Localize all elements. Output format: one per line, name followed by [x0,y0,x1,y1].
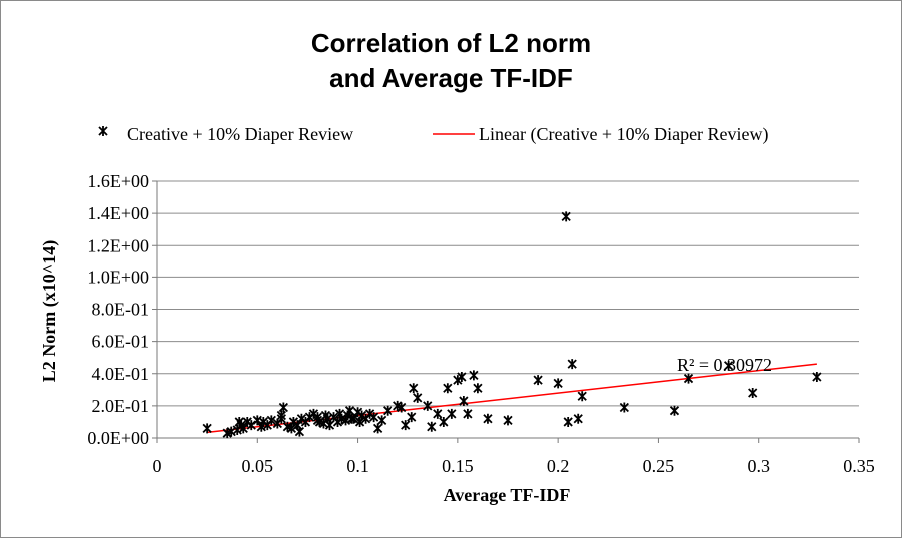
data-point [812,371,822,382]
data-point [344,405,355,416]
gridlines [157,180,859,407]
y-tick-label-1: 2.0E-01 [92,396,150,416]
data-point [473,383,483,394]
data-point [202,423,212,434]
data-point [553,378,563,389]
x-tick-label-1: 0.05 [242,456,274,476]
y-tick-label-3: 6.0E-01 [92,332,150,352]
data-point [573,413,583,424]
legend: Creative + 10% Diaper Review Linear (Cre… [98,124,769,145]
chart-title-line-1: Correlation of L2 norm [311,28,591,58]
data-point [372,423,383,434]
y-tick-label-6: 1.2E+00 [87,235,149,255]
y-tick-label-2: 4.0E-01 [92,364,150,384]
x-axis-label: Average TF-IDF [444,485,571,505]
data-point [401,420,411,431]
x-tick-label-7: 0.35 [843,456,875,476]
data-point [312,412,323,423]
data-point [439,416,449,427]
y-axis-label: L2 Norm (x10^14) [39,240,60,382]
data-point [246,420,256,431]
data-point [346,413,357,424]
data-point [561,211,571,222]
data-points [202,211,822,439]
data-point [563,416,573,427]
data-point [409,383,419,394]
data-point [469,370,479,381]
data-point [567,359,577,370]
y-tick-labels: 0.0E+00 2.0E-01 4.0E-01 6.0E-01 8.0E-01 1.0E+… [87,171,149,448]
data-point [459,396,469,407]
data-point [278,402,288,413]
y-tick-label-5: 1.0E+00 [87,267,149,287]
x-tick-label-5: 0.25 [643,456,675,476]
data-point [433,408,443,419]
r-squared-label: R² = 0.30972 [677,355,772,375]
x-tick-label-4: 0.2 [547,456,570,476]
data-point [533,375,543,386]
data-point [368,412,379,423]
legend-label-trendline: Linear (Creative + 10% Diaper Review) [479,124,769,145]
data-point [503,415,513,426]
data-point [443,383,453,394]
data-point [377,415,387,426]
data-point [748,388,758,399]
data-point [407,412,417,423]
data-point [413,392,423,403]
data-point [397,402,407,413]
x-tick-labels: 0 0.05 0.1 0.15 0.2 0.25 0.3 0.35 [153,456,875,476]
x-tick-label-3: 0.15 [442,456,474,476]
data-point [457,371,467,382]
data-point [723,360,734,371]
data-point [619,402,629,413]
data-point [276,410,286,421]
chart-title-line-2: and Average TF-IDF [329,63,573,93]
data-point [423,400,433,411]
legend-label-series: Creative + 10% Diaper Review [127,124,353,144]
data-point [266,415,276,426]
data-point [669,405,680,416]
legend-marker-series [98,126,108,136]
data-point [463,408,473,419]
data-point [683,373,694,384]
data-point [294,426,305,437]
x-tick-label-0: 0 [153,456,162,476]
x-tick-label-6: 0.3 [747,456,770,476]
y-tick-label-7: 1.4E+00 [87,203,149,223]
data-point [483,413,493,424]
data-point [383,405,393,416]
data-point [577,391,587,402]
x-tick-label-2: 0.1 [346,456,369,476]
y-tick-label-8: 1.6E+00 [87,171,149,191]
y-tick-label-0: 0.0E+00 [87,428,149,448]
data-point [447,408,457,419]
data-point [324,420,335,431]
data-point [427,421,437,432]
y-tick-label-4: 8.0E-01 [92,300,150,320]
axes [152,180,860,443]
